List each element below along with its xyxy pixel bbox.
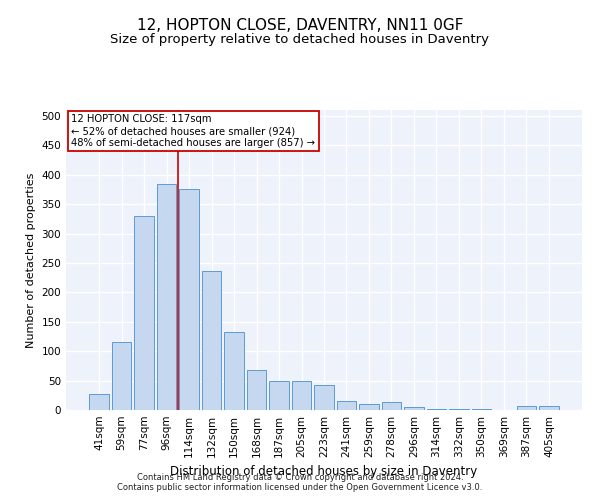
Bar [89,394,109,410]
Text: 12, HOPTON CLOSE, DAVENTRY, NN11 0GF: 12, HOPTON CLOSE, DAVENTRY, NN11 0GF [137,18,463,32]
Bar [517,406,536,410]
Bar [112,342,131,410]
Text: Size of property relative to detached houses in Daventry: Size of property relative to detached ho… [110,32,490,46]
Bar [202,270,221,410]
Bar [247,370,266,410]
Bar [539,406,559,410]
Bar [359,404,379,410]
Bar [314,384,334,410]
Bar [292,380,311,410]
Bar [269,380,289,410]
Bar [404,407,424,410]
Bar [157,184,176,410]
Bar [134,216,154,410]
Bar [382,402,401,410]
Bar [224,332,244,410]
Y-axis label: Number of detached properties: Number of detached properties [26,172,36,348]
Bar [179,190,199,410]
Text: Contains HM Land Registry data © Crown copyright and database right 2024.
Contai: Contains HM Land Registry data © Crown c… [118,473,482,492]
Bar [337,400,356,410]
Bar [427,409,446,410]
Text: 12 HOPTON CLOSE: 117sqm
← 52% of detached houses are smaller (924)
48% of semi-d: 12 HOPTON CLOSE: 117sqm ← 52% of detache… [71,114,315,148]
X-axis label: Distribution of detached houses by size in Daventry: Distribution of detached houses by size … [170,466,478,478]
